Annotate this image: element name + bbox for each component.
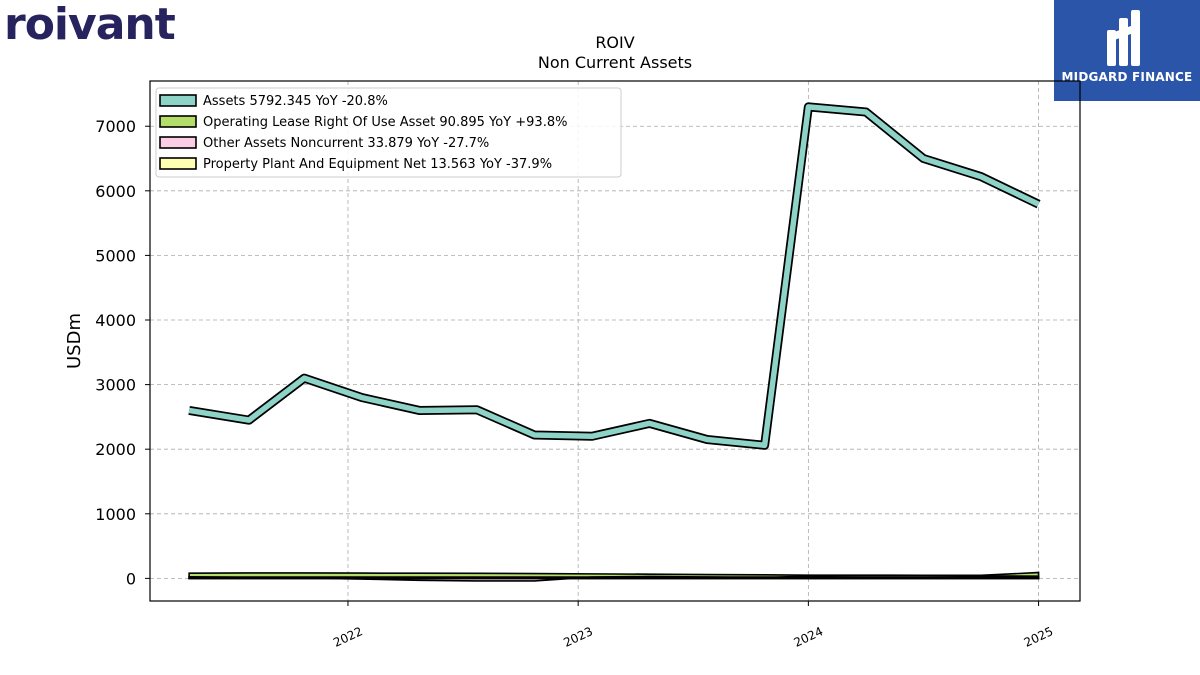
y-tick-label: 3000 <box>95 376 136 395</box>
roivant-logo: roivant <box>4 0 176 50</box>
legend: Assets 5792.345 YoY -20.8% Operating Leas… <box>155 87 622 178</box>
midgard-finance-label: MIDGARD FINANCE <box>1061 70 1193 84</box>
y-tick-label: 4000 <box>95 311 136 330</box>
series-areas <box>188 102 1041 582</box>
y-tick-label: 0 <box>126 569 136 588</box>
series-area <box>188 576 1040 580</box>
y-axis: 0 1000 2000 3000 4000 5000 6000 7000 <box>95 117 150 588</box>
legend-swatch <box>159 136 197 149</box>
y-tick-label: 5000 <box>95 246 136 265</box>
x-tick-label: 2024 <box>792 624 826 650</box>
x-tick-label: 2025 <box>1022 624 1056 650</box>
legend-swatch <box>159 94 197 107</box>
x-axis: 2022 2023 2024 2025 <box>331 601 1055 650</box>
x-tick-label: 2022 <box>331 624 365 650</box>
legend-label: Assets 5792.345 YoY -20.8% <box>203 94 388 109</box>
midgard-finance-badge: MIDGARD FINANCE <box>1054 0 1200 101</box>
legend-swatch <box>159 115 197 128</box>
x-tick-label: 2023 <box>561 624 595 650</box>
y-axis-label: USDm <box>64 313 85 369</box>
series-line <box>188 104 1040 449</box>
chart-subtitle: Non Current Assets <box>538 53 692 72</box>
y-tick-label: 7000 <box>95 117 136 136</box>
legend-label: Property Plant And Equipment Net 13.563 … <box>203 157 552 172</box>
legend-swatch <box>159 157 197 170</box>
legend-label: Operating Lease Right Of Use Asset 90.89… <box>203 115 567 130</box>
midgard-logo-icon <box>1107 10 1140 66</box>
y-tick-label: 1000 <box>95 505 136 524</box>
y-tick-label: 2000 <box>95 440 136 459</box>
plot-frame <box>149 80 1081 602</box>
chart-title: ROIV <box>595 33 634 52</box>
y-tick-label: 6000 <box>95 182 136 201</box>
legend-label: Other Assets Noncurrent 33.879 YoY -27.7… <box>203 136 489 151</box>
legend-box <box>155 87 622 178</box>
